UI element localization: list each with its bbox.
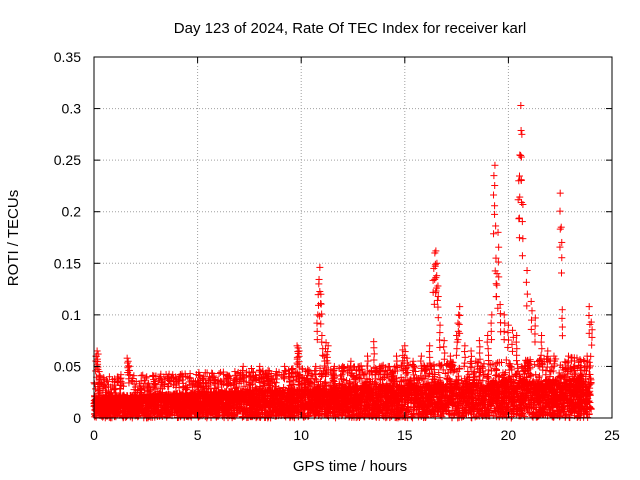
grid: [94, 57, 612, 418]
noise-point: [438, 413, 446, 421]
data-points: [90, 101, 596, 422]
